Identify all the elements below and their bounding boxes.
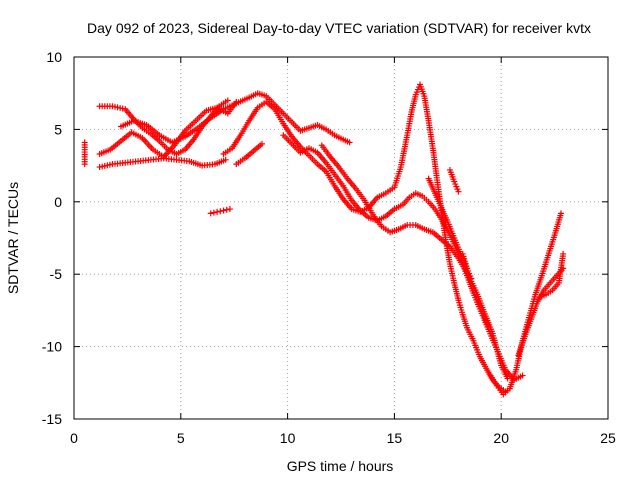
chart-title: Day 092 of 2023, Sidereal Day-to-day VTE…: [87, 20, 591, 36]
data-point: [224, 97, 231, 104]
series-track-16: [515, 265, 567, 359]
data-point: [455, 188, 462, 195]
plot-frame: [73, 56, 609, 420]
data-point: [258, 140, 265, 147]
x-tick-label: 5: [177, 430, 185, 446]
grid: [74, 57, 608, 419]
axis-ticks: 0 5 10 15 20 25 -15 -10 -5 0 5 10: [42, 49, 616, 446]
y-axis-label: SDTVAR / TECUs: [5, 182, 21, 294]
x-tick-label: 10: [280, 430, 296, 446]
series-track-6: [207, 206, 233, 217]
y-tick-label: 5: [54, 121, 62, 137]
y-tick-label: -5: [50, 266, 63, 282]
y-tick-label: 10: [46, 49, 62, 65]
y-tick-label: 0: [54, 194, 62, 210]
series-track-15: [487, 210, 565, 398]
series-track-1: [81, 139, 88, 168]
series-track-17: [536, 250, 567, 301]
x-tick-label: 15: [387, 430, 403, 446]
series-track-13: [459, 250, 475, 282]
data-point: [220, 207, 227, 214]
data-point: [468, 275, 475, 282]
series-track-10: [318, 142, 511, 382]
y-tick-label: -10: [42, 339, 62, 355]
series-track-3: [96, 97, 231, 158]
data-marks: [81, 81, 567, 398]
series-track-14: [481, 313, 492, 330]
data-point: [519, 372, 526, 379]
series-track-12: [446, 166, 462, 195]
series-track-8: [233, 140, 265, 168]
data-point: [226, 206, 233, 213]
series-track-4: [96, 155, 229, 171]
data-point: [207, 210, 214, 217]
x-tick-label: 25: [600, 430, 616, 446]
x-tick-label: 0: [70, 430, 78, 446]
series-track-7: [220, 81, 509, 395]
x-axis-label: GPS time / hours: [287, 458, 394, 474]
data-point: [346, 139, 353, 146]
data-point: [222, 156, 229, 163]
data-point: [214, 208, 221, 215]
data-point: [485, 323, 492, 330]
x-tick-label: 20: [493, 430, 509, 446]
y-tick-label: -15: [42, 411, 62, 427]
data-point: [504, 375, 511, 382]
data-point: [558, 210, 565, 217]
data-point: [560, 250, 567, 257]
data-point: [217, 208, 224, 215]
data-point: [223, 206, 230, 213]
data-point: [81, 161, 88, 168]
data-point: [210, 209, 217, 216]
